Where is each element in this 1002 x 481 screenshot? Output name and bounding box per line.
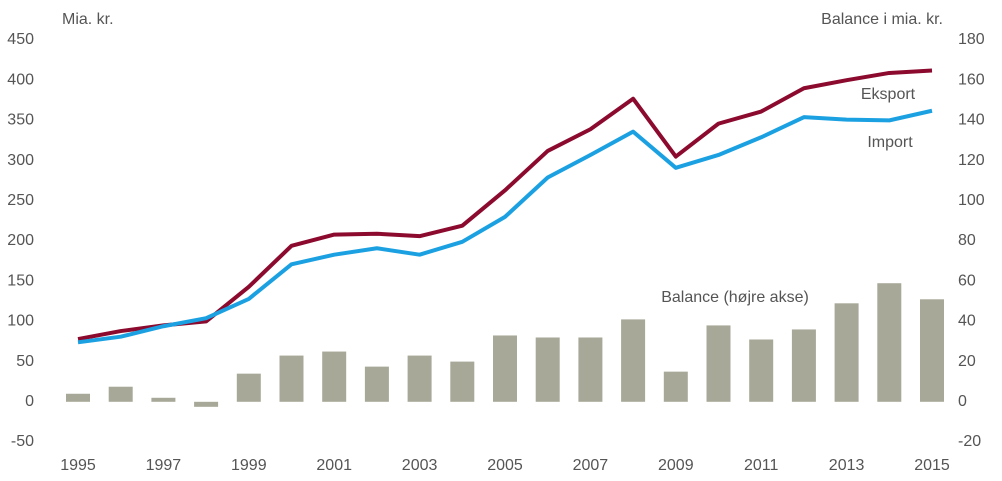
- y-tick-label: 450: [7, 31, 34, 48]
- x-tick-label: 2001: [316, 457, 352, 474]
- bar: [663, 371, 688, 402]
- y2-tick-label: 140: [958, 112, 985, 129]
- y2-tick-label: 20: [958, 353, 976, 370]
- y-axis-label: Mia. kr.: [62, 11, 114, 28]
- y-tick-label: 50: [16, 353, 34, 370]
- bar: [407, 355, 432, 402]
- x-tick-label: 1997: [146, 457, 182, 474]
- x-tick-label: 1995: [60, 457, 96, 474]
- y-tick-label: 250: [7, 192, 34, 209]
- series-label: Eksport: [861, 86, 916, 103]
- bar: [279, 355, 304, 402]
- y-tick-label: 100: [7, 313, 34, 330]
- x-tick-label: 2003: [402, 457, 438, 474]
- bar: [236, 373, 261, 402]
- y-tick-label: 150: [7, 272, 34, 289]
- bar: [66, 393, 90, 402]
- bar: [322, 351, 347, 402]
- series-label: Balance (højre akse): [661, 289, 809, 306]
- bar: [578, 337, 603, 402]
- x-tick-label: 2015: [914, 457, 950, 474]
- bar: [535, 337, 560, 402]
- bar: [450, 361, 475, 402]
- bar: [877, 283, 902, 402]
- bar: [791, 329, 816, 402]
- x-tick-label: 1999: [231, 457, 267, 474]
- y2-tick-label: 80: [958, 232, 976, 249]
- y-tick-label: 200: [7, 232, 34, 249]
- y-tick-label: 300: [7, 152, 34, 169]
- bar: [706, 325, 731, 402]
- y2-tick-label: 160: [958, 71, 985, 88]
- y2-tick-label: 40: [958, 313, 976, 330]
- bar: [364, 366, 389, 402]
- y2-axis-label: Balance i mia. kr.: [821, 11, 943, 28]
- bar: [493, 335, 517, 402]
- y-tick-label: -50: [11, 433, 34, 450]
- y2-tick-label: 0: [958, 393, 967, 410]
- bar: [621, 319, 646, 402]
- y-tick-label: 400: [7, 71, 34, 88]
- x-tick-label: 2005: [487, 457, 523, 474]
- y2-tick-label: 60: [958, 272, 976, 289]
- bar: [108, 386, 133, 402]
- y2-tick-label: 100: [958, 192, 985, 209]
- line: [77, 108, 933, 345]
- y2-tick-label: -20: [958, 433, 981, 450]
- series-label: Import: [867, 134, 913, 151]
- bar: [749, 339, 774, 402]
- bar: [151, 397, 176, 402]
- bar: [920, 299, 944, 402]
- bar: [194, 401, 219, 407]
- x-tick-label: 2007: [573, 457, 609, 474]
- y-tick-label: 0: [25, 393, 34, 410]
- y-tick-label: 350: [7, 112, 34, 129]
- x-tick-label: 2011: [744, 457, 779, 474]
- y2-tick-label: 180: [958, 31, 985, 48]
- x-tick-label: 2013: [829, 457, 865, 474]
- x-tick-label: 2009: [658, 457, 694, 474]
- bar: [834, 303, 859, 402]
- y2-tick-label: 120: [958, 152, 985, 169]
